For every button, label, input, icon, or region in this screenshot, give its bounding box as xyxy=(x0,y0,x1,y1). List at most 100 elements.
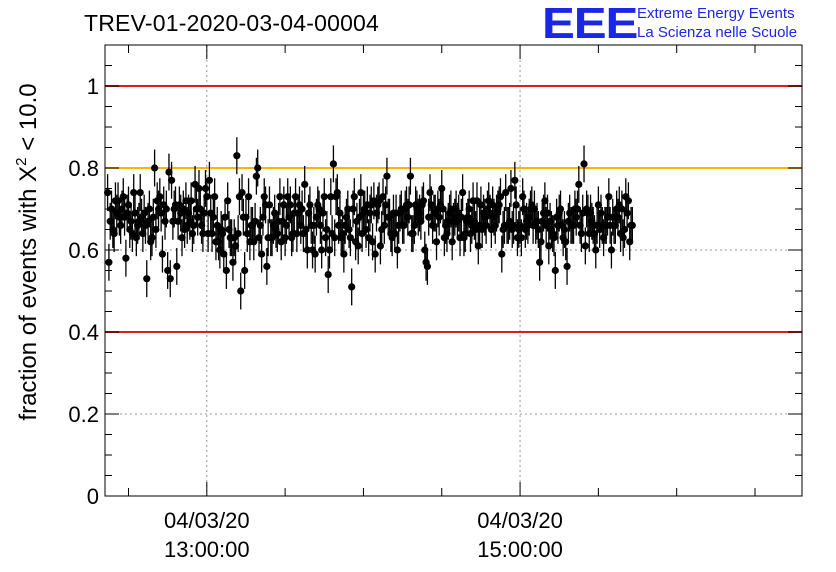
data-point xyxy=(254,164,262,172)
data-point xyxy=(573,205,582,213)
y-axis-label-superscript: 2 xyxy=(13,157,30,165)
data-point xyxy=(122,254,130,262)
data-point xyxy=(597,209,605,217)
data-point xyxy=(276,193,284,201)
data-point xyxy=(404,213,412,221)
y-tick-label: 0 xyxy=(87,484,99,509)
data-point xyxy=(302,225,310,234)
data-point xyxy=(190,221,198,229)
data-point xyxy=(393,246,401,254)
data-point xyxy=(136,189,144,197)
data-point xyxy=(284,193,292,201)
data-point xyxy=(130,189,138,197)
data-point xyxy=(594,201,602,209)
data-point xyxy=(167,176,176,184)
data-point xyxy=(383,172,391,180)
data-point xyxy=(425,213,433,221)
data-point xyxy=(258,250,266,258)
data-point xyxy=(218,230,227,238)
x-tick-label-time: 13:00:00 xyxy=(164,537,250,562)
data-point xyxy=(220,250,228,258)
data-point xyxy=(286,201,294,209)
data-point xyxy=(592,246,600,254)
data-point xyxy=(301,180,309,188)
data-point xyxy=(157,209,165,217)
data-point xyxy=(512,201,520,209)
data-point xyxy=(517,234,525,242)
data-point xyxy=(205,176,214,184)
data-points xyxy=(104,137,636,310)
data-point xyxy=(376,242,385,250)
data-point xyxy=(619,234,627,242)
data-point xyxy=(143,275,151,283)
data-point xyxy=(209,213,217,221)
data-point xyxy=(291,193,300,201)
data-point xyxy=(426,189,434,197)
data-point xyxy=(498,250,506,258)
logo-tagline-1: Extreme Energy Events xyxy=(637,5,795,22)
data-point xyxy=(543,209,552,217)
data-point xyxy=(410,221,418,229)
data-point xyxy=(507,184,515,193)
data-point xyxy=(618,205,626,213)
data-point xyxy=(233,152,241,160)
eee-logo-mark: EEE xyxy=(542,0,638,48)
data-point xyxy=(362,225,370,234)
data-point xyxy=(306,201,314,209)
data-point xyxy=(520,205,528,213)
x-tick-label-date: 04/03/20 xyxy=(477,508,563,533)
eee-logo: EEE Extreme Energy Events La Scienza nel… xyxy=(542,2,832,46)
data-point xyxy=(194,213,202,221)
data-point xyxy=(323,225,331,234)
data-point xyxy=(148,234,156,242)
data-point xyxy=(585,230,593,238)
data-point xyxy=(203,193,211,201)
data-point xyxy=(336,209,344,217)
data-point xyxy=(229,258,237,266)
data-point xyxy=(577,230,586,238)
logo-tagline-2: La Scienza nelle Scuole xyxy=(637,24,798,41)
data-point xyxy=(280,201,288,209)
data-point xyxy=(252,172,261,180)
axes: 0 0.2 0.4 0.6 0.8 1 04/03/20 13:00:00 04/03/20 15… xyxy=(68,44,802,562)
data-point xyxy=(405,201,413,209)
data-point xyxy=(119,193,127,201)
data-point xyxy=(187,197,195,205)
data-point xyxy=(165,168,173,176)
data-point xyxy=(152,225,160,234)
grid-lines xyxy=(105,45,802,496)
data-point xyxy=(345,225,353,234)
y-axis-label: fraction of events with X2 < 10.0 xyxy=(13,83,42,420)
y-tick-label: 0.2 xyxy=(68,402,99,427)
data-point xyxy=(624,197,633,205)
data-point xyxy=(316,221,324,229)
data-point xyxy=(325,246,334,254)
data-point xyxy=(265,201,274,209)
data-point xyxy=(117,221,125,229)
data-point xyxy=(250,238,258,246)
data-point xyxy=(457,213,465,221)
data-point xyxy=(161,217,169,225)
data-point xyxy=(406,172,415,180)
data-point xyxy=(340,250,348,258)
data-point xyxy=(298,205,306,213)
data-point xyxy=(310,221,318,229)
x-tick-label-date: 04/03/20 xyxy=(164,508,250,533)
data-point xyxy=(605,193,613,201)
data-point xyxy=(331,234,339,242)
data-point xyxy=(124,201,133,209)
plot-frame xyxy=(104,44,803,497)
data-point xyxy=(346,234,354,242)
data-point xyxy=(324,271,332,279)
data-point xyxy=(195,184,203,193)
data-point xyxy=(281,234,289,242)
y-tick-label: 0.4 xyxy=(68,320,99,345)
data-point xyxy=(509,221,518,229)
data-point xyxy=(477,201,485,209)
data-point xyxy=(448,238,456,246)
data-point xyxy=(221,213,229,221)
data-point xyxy=(349,205,357,213)
data-point xyxy=(423,262,431,270)
data-point xyxy=(350,193,358,201)
data-point xyxy=(179,205,187,213)
